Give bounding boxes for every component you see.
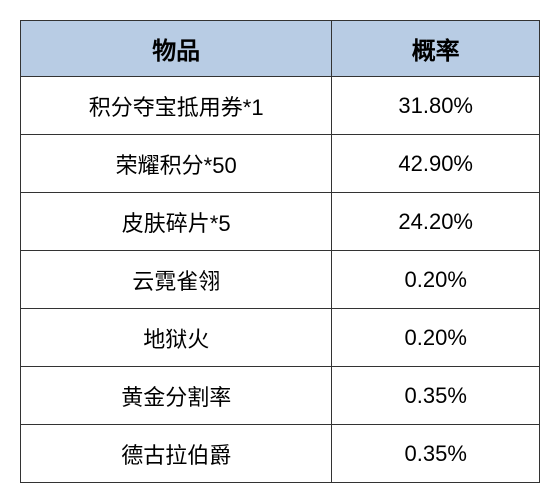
header-item: 物品 xyxy=(21,21,332,77)
cell-item: 地狱火 xyxy=(21,309,332,367)
table-row: 黄金分割率 0.35% xyxy=(21,367,540,425)
cell-prob: 0.20% xyxy=(332,309,540,367)
cell-prob: 0.35% xyxy=(332,425,540,483)
cell-prob: 0.20% xyxy=(332,251,540,309)
table-row: 地狱火 0.20% xyxy=(21,309,540,367)
cell-item: 黄金分割率 xyxy=(21,367,332,425)
cell-prob: 0.35% xyxy=(332,367,540,425)
cell-item: 积分夺宝抵用券*1 xyxy=(21,77,332,135)
cell-item: 皮肤碎片*5 xyxy=(21,193,332,251)
probability-table: 物品 概率 积分夺宝抵用券*1 31.80% 荣耀积分*50 42.90% 皮肤… xyxy=(20,20,540,483)
table-row: 荣耀积分*50 42.90% xyxy=(21,135,540,193)
cell-item: 德古拉伯爵 xyxy=(21,425,332,483)
cell-prob: 31.80% xyxy=(332,77,540,135)
table-row: 云霓雀翎 0.20% xyxy=(21,251,540,309)
cell-prob: 42.90% xyxy=(332,135,540,193)
table-row: 积分夺宝抵用券*1 31.80% xyxy=(21,77,540,135)
table-row: 德古拉伯爵 0.35% xyxy=(21,425,540,483)
cell-item: 荣耀积分*50 xyxy=(21,135,332,193)
table-header-row: 物品 概率 xyxy=(21,21,540,77)
cell-prob: 24.20% xyxy=(332,193,540,251)
cell-item: 云霓雀翎 xyxy=(21,251,332,309)
header-probability: 概率 xyxy=(332,21,540,77)
table-row: 皮肤碎片*5 24.20% xyxy=(21,193,540,251)
